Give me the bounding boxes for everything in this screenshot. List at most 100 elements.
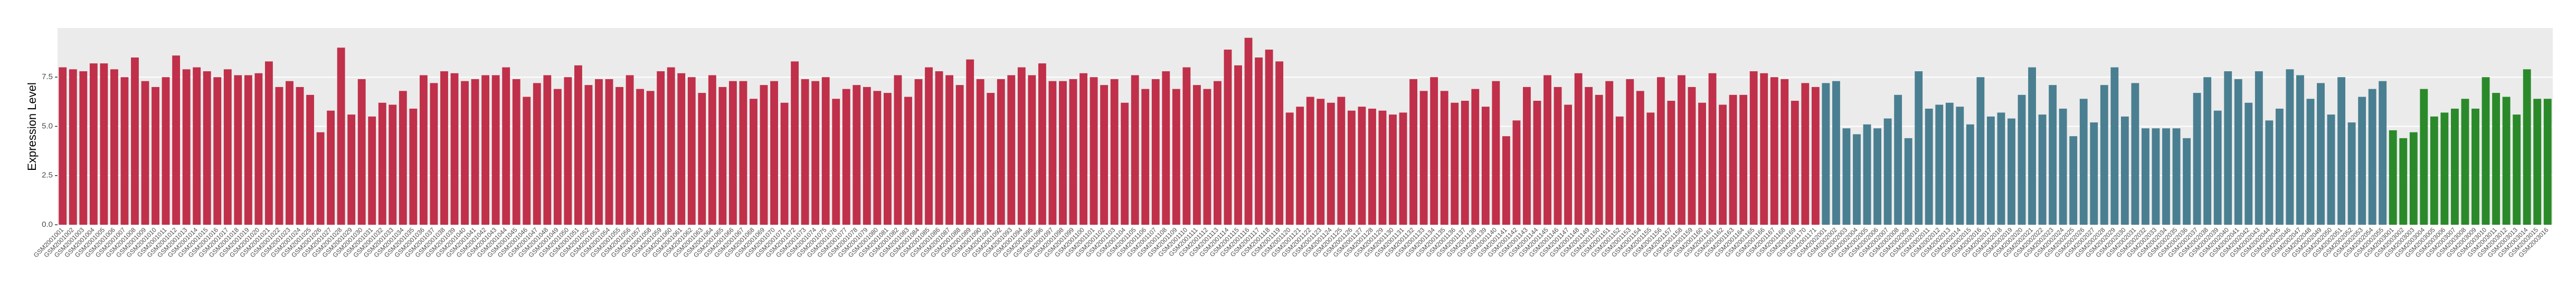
bar xyxy=(1100,85,1109,225)
bar xyxy=(1162,71,1170,225)
bar xyxy=(2389,130,2397,225)
bar xyxy=(760,85,768,225)
bar xyxy=(770,81,778,225)
bar xyxy=(1007,75,1016,225)
bar xyxy=(718,87,727,225)
bar xyxy=(2430,116,2438,225)
bar xyxy=(2399,138,2408,225)
bar xyxy=(2244,102,2253,225)
bar xyxy=(1285,112,1294,225)
bar xyxy=(2028,67,2037,225)
bar xyxy=(1564,104,1573,225)
bar xyxy=(657,71,665,225)
bar xyxy=(2275,108,2284,225)
bar xyxy=(595,79,603,225)
bar xyxy=(945,75,954,225)
bar xyxy=(357,79,366,225)
bar xyxy=(2213,110,2222,225)
bar xyxy=(2007,118,2015,225)
bar xyxy=(2368,89,2376,225)
bar xyxy=(471,79,479,225)
bar xyxy=(1915,71,1923,225)
bar xyxy=(564,77,572,225)
bar xyxy=(275,87,283,225)
bar xyxy=(2358,97,2366,225)
bar xyxy=(1646,112,1655,225)
bar xyxy=(2038,114,2047,225)
bar xyxy=(636,89,645,225)
bar xyxy=(904,97,912,225)
bar xyxy=(1409,79,1418,225)
bar xyxy=(69,69,77,225)
bar xyxy=(1719,104,1727,225)
bar xyxy=(1997,112,2005,225)
bar xyxy=(1688,87,1696,225)
bar xyxy=(378,102,386,225)
bar xyxy=(1317,99,1325,225)
bar xyxy=(1832,81,1840,225)
bar xyxy=(811,81,820,225)
bar xyxy=(1894,94,1902,225)
bar xyxy=(420,75,428,225)
bar xyxy=(1512,120,1521,225)
bar xyxy=(1945,102,1954,225)
bar xyxy=(1306,97,1314,225)
bar xyxy=(646,91,655,225)
bar xyxy=(2461,99,2469,225)
bar xyxy=(316,132,325,225)
bar xyxy=(512,79,520,225)
bar xyxy=(120,77,129,225)
bar xyxy=(141,81,149,225)
bar xyxy=(1729,94,1737,225)
bar xyxy=(450,73,459,225)
bar xyxy=(1337,97,1346,225)
bar xyxy=(223,69,232,225)
bar xyxy=(966,59,974,225)
bar xyxy=(935,71,943,225)
bar xyxy=(2482,77,2490,225)
bar xyxy=(1399,112,1407,225)
bar xyxy=(244,75,252,225)
bar xyxy=(1110,79,1119,225)
bar xyxy=(2317,83,2325,225)
bar xyxy=(286,81,293,225)
bar xyxy=(1296,107,1304,225)
bar xyxy=(2203,77,2212,225)
bar xyxy=(1883,118,1892,225)
bar xyxy=(1131,75,1139,225)
bar xyxy=(79,71,88,225)
bar xyxy=(2079,99,2088,225)
bar xyxy=(584,85,593,225)
bar xyxy=(2379,81,2387,225)
bar xyxy=(739,81,747,225)
bar xyxy=(213,77,222,225)
bar xyxy=(853,85,861,225)
bar xyxy=(1275,61,1284,225)
bar xyxy=(1502,136,1510,225)
bar xyxy=(1121,102,1129,225)
bar xyxy=(574,65,582,225)
bar xyxy=(2296,75,2304,225)
y-axis-label: Expression Level xyxy=(25,82,39,171)
bar xyxy=(1378,110,1387,225)
bar xyxy=(1492,81,1500,225)
bar xyxy=(626,75,634,225)
bar xyxy=(182,69,191,225)
bar xyxy=(1461,101,1469,225)
bar xyxy=(296,87,304,225)
bar xyxy=(1656,77,1665,225)
bar xyxy=(1873,128,1882,225)
bar xyxy=(615,87,623,225)
bar xyxy=(2142,128,2149,225)
bar xyxy=(1419,91,1428,225)
y-tick-label: 7.5 xyxy=(42,72,53,81)
bar xyxy=(1760,73,1768,225)
bar xyxy=(1863,124,1871,225)
bar xyxy=(1214,81,1221,225)
bar xyxy=(337,47,345,225)
bar xyxy=(1543,75,1551,225)
bar xyxy=(1791,101,1799,225)
bar xyxy=(914,79,923,225)
bar xyxy=(1079,73,1087,225)
